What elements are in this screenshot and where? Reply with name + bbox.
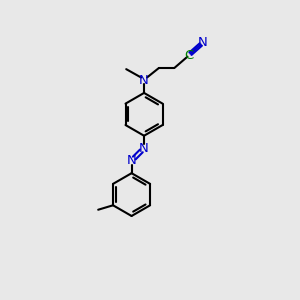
Text: N: N bbox=[139, 142, 149, 155]
Text: N: N bbox=[139, 74, 149, 87]
Text: N: N bbox=[127, 154, 136, 167]
Text: N: N bbox=[198, 36, 208, 49]
Text: C: C bbox=[184, 49, 193, 62]
